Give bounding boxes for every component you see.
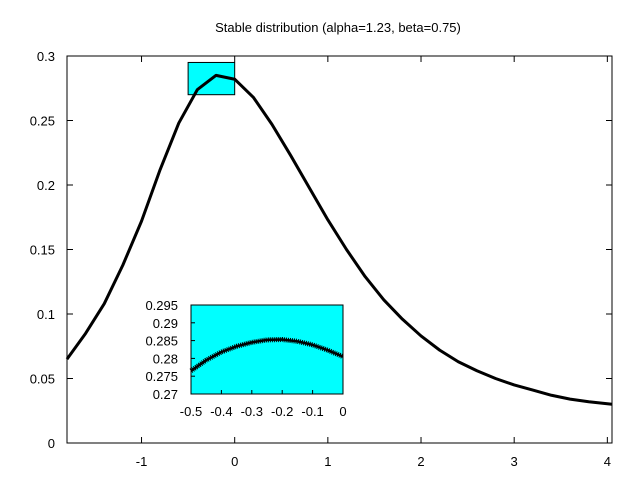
inset-x-tick-label: 0	[339, 404, 346, 419]
inset-x-tick-label: -0.5	[180, 404, 202, 419]
inset-axis-ticks: -0.5 -0.4 -0.3 -0.2 -0.1 0 0.27 0.275 0.28 0.285 0…	[145, 298, 346, 419]
inset-plot: -0.5 -0.4 -0.3 -0.2 -0.1 0 0.27 0.275 0.28 0.285 0…	[145, 298, 346, 419]
inset-y-tick-label: 0.275	[145, 369, 178, 384]
y-tick-label: 0.15	[30, 243, 55, 258]
inset-x-tick-label: -0.3	[241, 404, 263, 419]
inset-y-tick-label: 0.29	[153, 316, 178, 331]
main-axis-ticks: -1 0 1 2 3 4 0 0.05 0.1 0.15 0.2 0.25 0.3	[30, 49, 612, 469]
main-series	[65, 73, 613, 406]
inset-x-tick-label: -0.2	[271, 404, 293, 419]
x-tick-label: 3	[511, 454, 518, 469]
x-tick-label: 0	[231, 454, 238, 469]
x-tick-label: -1	[136, 454, 148, 469]
inset-plot-frame	[190, 304, 344, 395]
x-tick-label: 2	[417, 454, 424, 469]
chart-title: Stable distribution (alpha=1.23, beta=0.…	[215, 20, 461, 35]
inset-y-tick-label: 0.295	[145, 298, 178, 313]
density-curve	[65, 73, 613, 406]
y-tick-label: 0.1	[37, 307, 55, 322]
inset-y-tick-label: 0.27	[153, 387, 178, 402]
y-tick-label: 0.25	[30, 114, 55, 129]
inset-x-tick-label: -0.1	[301, 404, 323, 419]
y-tick-label: 0.05	[30, 372, 55, 387]
inset-density-curve-core	[190, 338, 344, 372]
y-tick-label: 0	[48, 436, 55, 451]
y-tick-label: 0.3	[37, 49, 55, 64]
inset-y-tick-label: 0.285	[145, 334, 178, 349]
x-tick-label: 4	[604, 454, 611, 469]
inset-x-tick-label: -0.4	[210, 404, 232, 419]
inset-series	[189, 337, 344, 373]
x-tick-label: 1	[324, 454, 331, 469]
inset-y-tick-label: 0.28	[153, 351, 178, 366]
y-tick-label: 0.2	[37, 178, 55, 193]
